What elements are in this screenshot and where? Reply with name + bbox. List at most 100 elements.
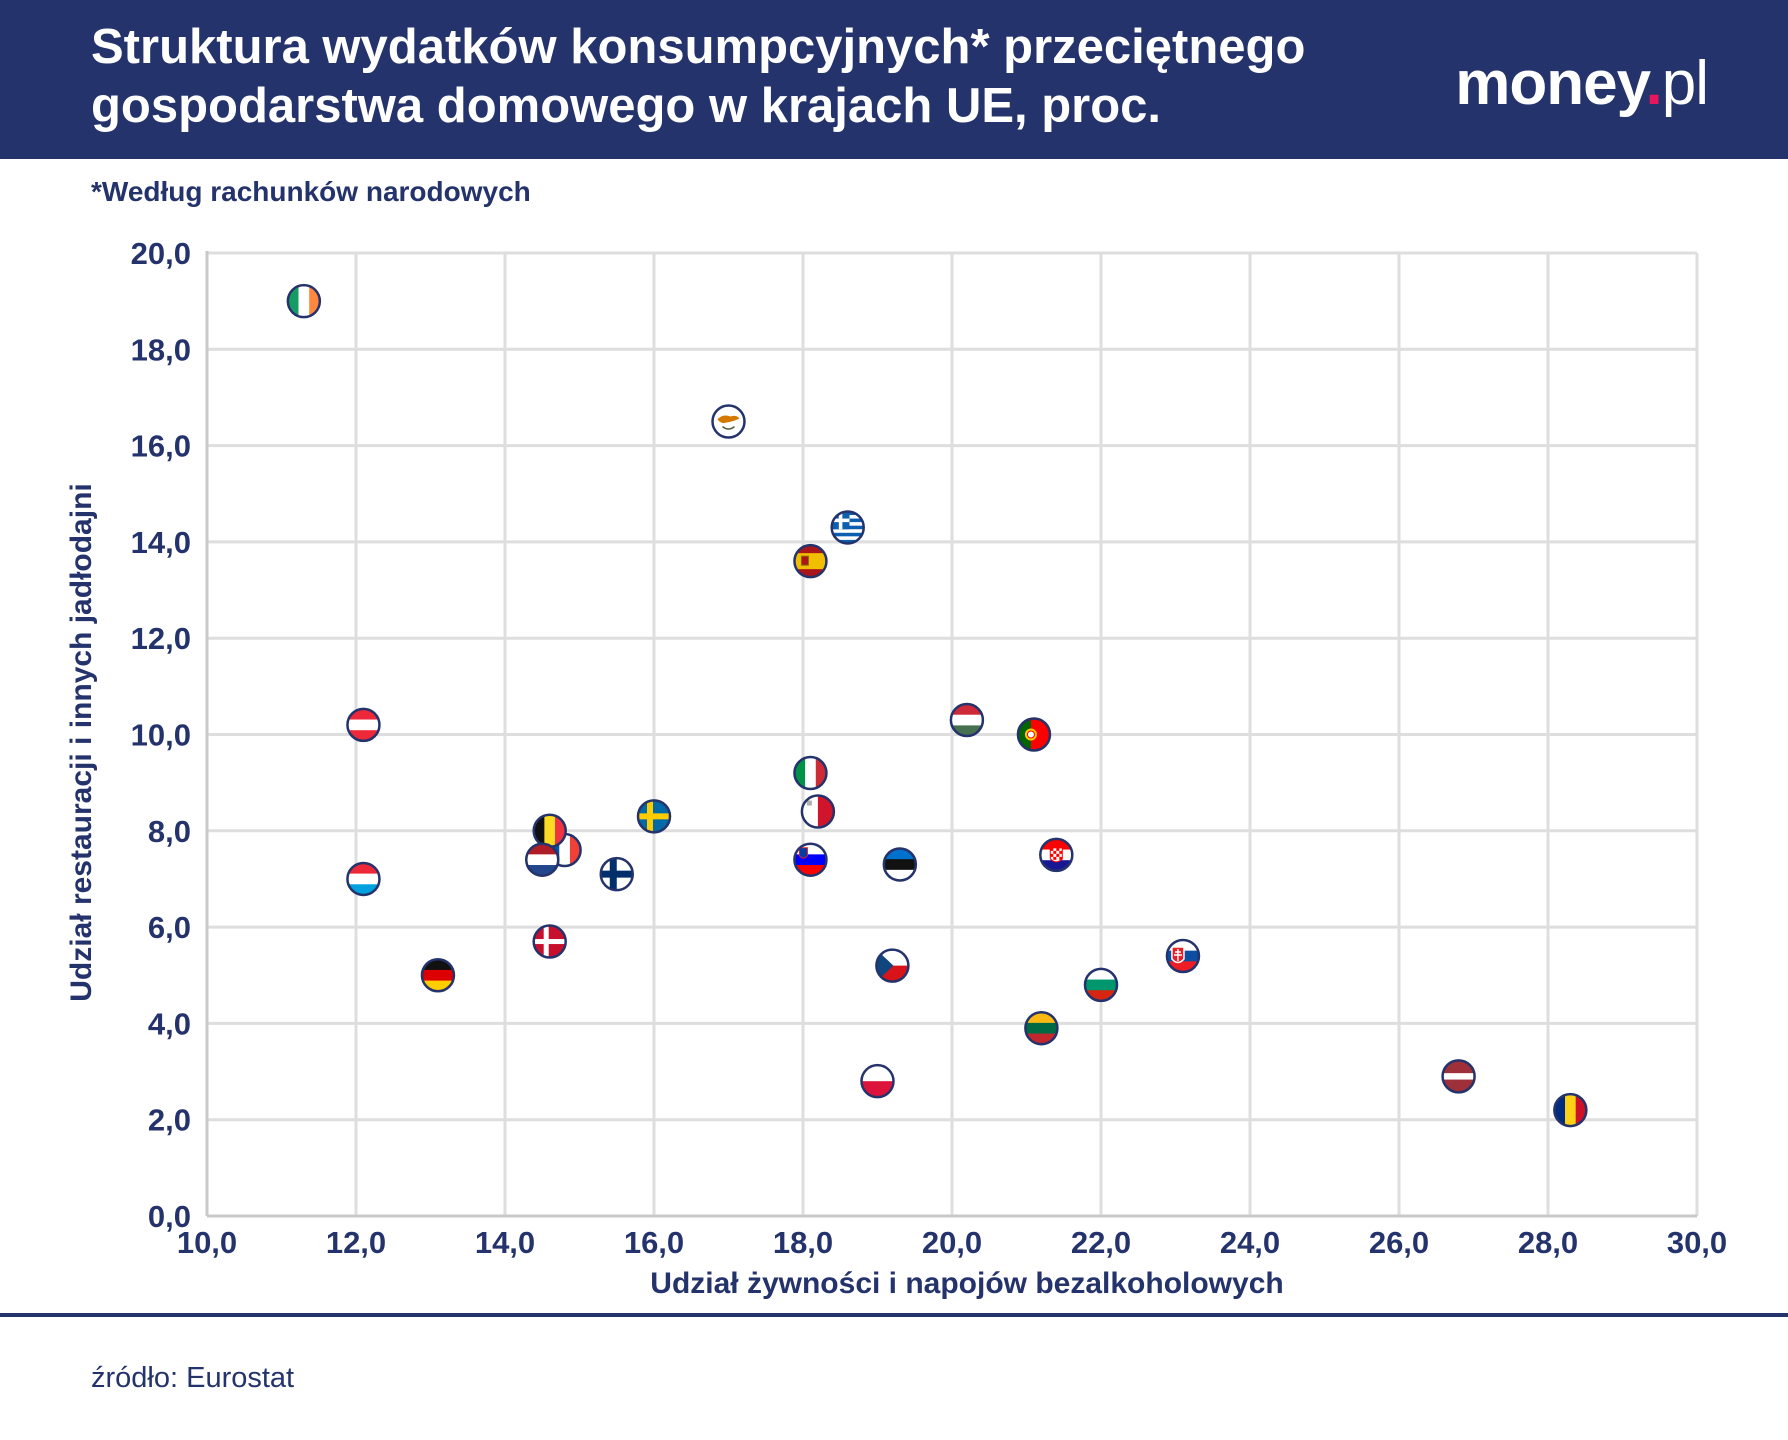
- chart-title-line-1: Struktura wydatków konsumpcyjnych* przec…: [91, 20, 1306, 74]
- x-tick-label: 26,0: [1369, 1225, 1429, 1260]
- lithuania-flag-icon: [1025, 1012, 1058, 1045]
- point-marker-ring: [1039, 837, 1074, 873]
- point-marker-ring: [286, 283, 322, 319]
- x-tick-label: 16,0: [624, 1225, 684, 1260]
- footer-divider: [0, 1313, 1788, 1317]
- logo-dot: .: [1645, 49, 1663, 118]
- header-bar: Struktura wydatków konsumpcyjnych* przec…: [0, 0, 1788, 159]
- point-croatia: [1039, 837, 1074, 873]
- point-slovenia: [793, 842, 828, 877]
- point-bulgaria: [1083, 967, 1119, 1003]
- point-marker-ring: [346, 707, 381, 743]
- czechia-flag-icon: [876, 949, 909, 982]
- y-tick-label: 16,0: [131, 429, 191, 464]
- point-sweden: [636, 799, 672, 834]
- x-tick-label: 12,0: [326, 1225, 386, 1260]
- point-belgium: [532, 813, 567, 849]
- y-tick-label: 14,0: [131, 525, 191, 560]
- point-marker-ring: [793, 842, 828, 877]
- y-tick-label: 20,0: [131, 236, 191, 271]
- x-tick-label: 30,0: [1667, 1225, 1727, 1260]
- x-tick-label: 20,0: [922, 1225, 982, 1260]
- point-marker-ring: [1165, 938, 1201, 974]
- point-netherlands: [525, 842, 560, 877]
- croatia-flag-icon: [1040, 838, 1073, 871]
- point-marker-ring: [1441, 1059, 1476, 1094]
- point-italy: [793, 755, 828, 791]
- slovenia-flag-icon: [794, 843, 827, 876]
- point-marker-ring: [711, 404, 746, 439]
- money-pl-logo: money.pl: [1455, 48, 1709, 119]
- data-points: [286, 283, 1588, 1128]
- y-tick-label: 0,0: [148, 1199, 191, 1234]
- point-denmark: [532, 924, 567, 959]
- point-czechia: [875, 948, 910, 983]
- point-marker-ring: [599, 856, 634, 892]
- point-marker-ring: [793, 755, 828, 791]
- point-greece: [830, 510, 865, 545]
- italy-flag-icon: [794, 757, 827, 790]
- point-spain: [793, 543, 828, 579]
- point-marker-ring: [1024, 1010, 1059, 1046]
- ireland-flag-icon: [287, 285, 320, 318]
- logo-main: money: [1455, 49, 1646, 118]
- greece-flag-icon: [831, 511, 864, 544]
- point-austria: [346, 707, 381, 743]
- point-marker-ring: [860, 1063, 895, 1099]
- y-tick-label: 18,0: [131, 332, 191, 367]
- latvia-flag-icon: [1442, 1060, 1475, 1093]
- bulgaria-flag-icon: [1085, 968, 1117, 1001]
- x-tick-label: 22,0: [1071, 1225, 1131, 1260]
- point-germany: [420, 958, 456, 993]
- chart-title-line-2: gospodarstwa domowego w krajach UE, proc…: [91, 79, 1162, 133]
- poland-flag-icon: [861, 1065, 894, 1098]
- point-romania: [1553, 1092, 1588, 1128]
- luxembourg-flag-icon: [347, 862, 380, 895]
- y-tick-label: 10,0: [131, 718, 191, 753]
- point-hungary: [949, 702, 985, 738]
- chart-title: Struktura wydatków konsumpcyjnych* przec…: [91, 18, 1391, 136]
- austria-flag-icon: [347, 708, 380, 741]
- x-tick-label: 14,0: [475, 1225, 535, 1260]
- belgium-flag-icon: [533, 814, 566, 847]
- x-tick-label: 24,0: [1220, 1225, 1280, 1260]
- y-tick-label: 6,0: [148, 910, 191, 945]
- axes: 10,0 12,0 14,0 16,0 18,0 20,0 22,0 24,0 26,0 28,0…: [131, 236, 1728, 1260]
- point-marker-ring: [882, 847, 918, 882]
- point-marker-ring: [1016, 717, 1052, 752]
- y-tick-label: 8,0: [148, 814, 191, 849]
- x-axis-title: Udział żywności i napojów bezalkoholowyc…: [650, 1267, 1283, 1300]
- romania-flag-icon: [1554, 1094, 1587, 1127]
- point-marker-ring: [949, 702, 985, 738]
- point-marker-ring: [875, 948, 910, 983]
- x-tick-label: 10,0: [177, 1225, 237, 1260]
- point-marker-ring: [830, 510, 865, 545]
- y-tick-label: 12,0: [131, 621, 191, 656]
- point-marker-ring: [1553, 1092, 1588, 1128]
- netherlands-flag-icon: [526, 843, 559, 876]
- point-marker-ring: [532, 924, 567, 959]
- slovakia-flag-icon: [1166, 939, 1199, 972]
- germany-flag-icon: [421, 959, 454, 992]
- point-poland: [860, 1063, 895, 1099]
- logo-tld: pl: [1661, 49, 1709, 118]
- scatter-chart: 10,0 12,0 14,0 16,0 18,0 20,0 22,0 24,0 26,0 28,0…: [65, 236, 1728, 1300]
- point-marker-ring: [420, 958, 456, 993]
- point-latvia: [1441, 1059, 1476, 1094]
- malta-flag-icon: [801, 795, 834, 828]
- x-tick-label: 18,0: [773, 1225, 833, 1260]
- point-marker-ring: [346, 861, 381, 897]
- y-tick-label: 4,0: [148, 1006, 191, 1041]
- point-lithuania: [1024, 1010, 1059, 1046]
- point-portugal: [1016, 717, 1052, 752]
- point-marker-ring: [1083, 967, 1119, 1003]
- point-slovakia: [1165, 938, 1201, 974]
- point-marker-ring: [800, 794, 836, 829]
- point-estonia: [882, 847, 918, 882]
- spain-flag-icon: [794, 545, 827, 578]
- estonia-flag-icon: [883, 848, 916, 881]
- point-luxembourg: [346, 861, 381, 897]
- source-note: źródło: Eurostat: [91, 1362, 295, 1394]
- chart-subtitle: *Według rachunków narodowych: [91, 176, 531, 207]
- x-tick-label: 28,0: [1518, 1225, 1578, 1260]
